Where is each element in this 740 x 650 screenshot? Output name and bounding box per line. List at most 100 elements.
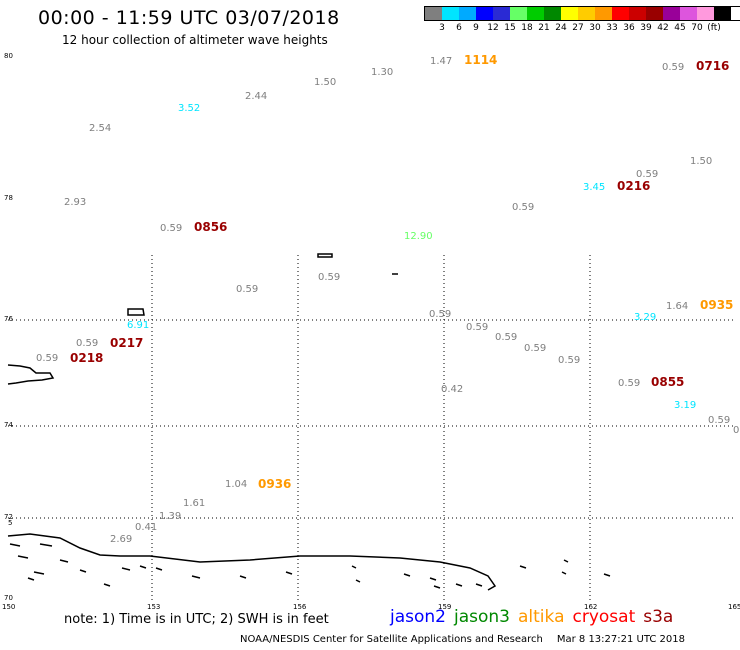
legend-swatch	[493, 7, 510, 20]
wave-height-label: 2.54	[89, 123, 111, 134]
footer-credit: NOAA/NESDIS Center for Satellite Applica…	[240, 634, 543, 645]
wave-height-label: 2.69	[110, 534, 132, 545]
wave-height-label: 0.59	[512, 202, 534, 213]
wave-height-color-legend: 3 6 9 12 15 18 21 24 27 30 33 36 39 42 45 70 (ft)	[424, 6, 740, 33]
legend-label: 6	[456, 23, 462, 33]
wave-height-label: 3.29	[634, 312, 656, 323]
legend-label: 30	[589, 23, 601, 33]
latitude-labels: 80 78 76 74 72 5 70	[4, 52, 13, 602]
wave-height-label: 0.59	[318, 272, 340, 283]
timestamp-label: 0217	[110, 336, 143, 350]
wave-height-label: 0.59	[495, 332, 517, 343]
timestamp-label: 0936	[258, 477, 291, 491]
legend-swatch	[561, 7, 578, 20]
mission-altika: altika	[518, 607, 565, 627]
legend-swatch	[510, 7, 527, 20]
wave-height-label: 6.91	[127, 320, 149, 331]
timestamp-label: 0935	[700, 298, 733, 312]
legend-label: 39	[640, 23, 652, 33]
legend-label: 18	[521, 23, 533, 33]
legend-swatch	[425, 7, 442, 20]
map-title: 00:00 - 11:59 UTC 03/07/2018	[38, 7, 340, 29]
timestamp-label: 0216	[617, 179, 650, 193]
wave-height-label: 12.90	[404, 231, 433, 242]
footer: NOAA/NESDIS Center for Satellite Applica…	[240, 634, 685, 645]
legend-swatch	[629, 7, 646, 20]
wave-height-label: 0.59	[466, 322, 488, 333]
legend-label: 33	[606, 23, 618, 33]
lat-label: 78	[4, 194, 13, 202]
wave-height-label: 0.59	[236, 284, 258, 295]
wave-height-label: 2.44	[245, 91, 267, 102]
grid-lines	[8, 255, 734, 600]
legend-label: (ft)	[707, 23, 721, 33]
lat-label: 72	[4, 513, 13, 521]
mission-s3a: s3a	[643, 607, 674, 627]
wave-height-label: 1.47	[430, 56, 452, 67]
wave-height-label: 1.04	[225, 479, 247, 490]
wave-height-label: 0.59	[160, 223, 182, 234]
timestamp-label: 0218	[70, 351, 103, 365]
legend-swatch	[442, 7, 459, 20]
wave-height-label: 3.52	[178, 103, 200, 114]
mission-jason2: jason2	[390, 607, 446, 627]
wave-height-label: 0.59	[558, 355, 580, 366]
wave-height-label: 3.19	[674, 400, 696, 411]
mission-legend: jason2 jason3 altika cryosat s3a	[390, 607, 681, 627]
legend-swatch	[595, 7, 612, 20]
legend-swatch	[714, 7, 731, 20]
legend-label: 42	[657, 23, 669, 33]
wave-height-label: 1.50	[314, 77, 336, 88]
wave-height-label: 0.59	[636, 169, 658, 180]
lat-label: 70	[4, 594, 13, 602]
map-subtitle: 12 hour collection of altimeter wave hei…	[62, 33, 328, 47]
observation-labels: 1114 1.47 1.30 1.50 2.44 3.52 2.54 2.93 …	[36, 53, 739, 545]
units-note: note: 1) Time is in UTC; 2) SWH is in fe…	[64, 612, 329, 627]
timestamp-label: 0855	[651, 375, 684, 389]
wave-height-label: 0.59	[76, 338, 98, 349]
lat-label: 74	[4, 421, 13, 429]
lon-label: 162	[584, 603, 597, 611]
coastline	[7, 253, 611, 591]
legend-label: 70	[691, 23, 703, 33]
legend-swatch	[646, 7, 663, 20]
footer-timestamp: Mar 8 13:27:21 UTC 2018	[556, 634, 685, 645]
wave-height-label: 0.59	[708, 415, 730, 426]
legend-swatch	[578, 7, 595, 20]
longitude-labels: 150 153 156 159 162 165	[2, 603, 740, 611]
wave-height-label: 1.64	[666, 301, 688, 312]
lon-label: 156	[293, 603, 307, 611]
mission-cryosat: cryosat	[572, 607, 636, 627]
wave-height-label: 1.39	[159, 511, 181, 522]
wave-height-label: 0.59	[36, 353, 58, 364]
timestamp-label: 0856	[194, 220, 227, 234]
lon-label: 150	[2, 603, 15, 611]
wave-height-label: 0	[733, 425, 739, 436]
legend-label: 3	[439, 23, 445, 33]
mission-jason3: jason3	[454, 607, 510, 627]
legend-label: 24	[555, 23, 567, 33]
legend-swatch	[527, 7, 544, 20]
legend-label: 27	[572, 23, 584, 33]
timestamp-label: 1114	[464, 53, 497, 67]
wave-height-label: 0.59	[429, 309, 451, 320]
wave-height-label: 0.41	[135, 522, 157, 533]
lon-label: 165	[728, 603, 740, 611]
legend-swatch	[459, 7, 476, 20]
legend-label: 9	[473, 23, 479, 33]
lat-label: 80	[4, 52, 13, 60]
lon-label: 153	[147, 603, 160, 611]
wave-height-label: 0.59	[524, 343, 546, 354]
wave-height-label: 0.42	[441, 384, 463, 395]
legend-swatch	[612, 7, 629, 20]
legend-swatch	[697, 7, 714, 20]
timestamp-label: 0716	[696, 59, 729, 73]
legend-label: 45	[674, 23, 686, 33]
wave-height-label: 0.59	[662, 62, 684, 73]
lon-label: 159	[438, 603, 451, 611]
wave-height-label: 1.30	[371, 67, 393, 78]
legend-swatch	[663, 7, 680, 20]
legend-label: 15	[504, 23, 516, 33]
legend-swatch	[544, 7, 561, 20]
wave-height-label: 1.61	[183, 498, 205, 509]
